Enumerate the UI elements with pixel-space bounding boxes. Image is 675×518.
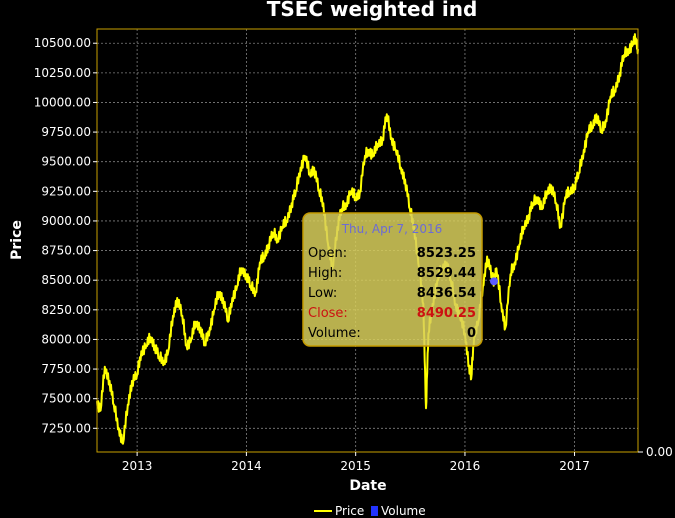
tooltip-high-value: 8529.44 bbox=[417, 266, 476, 281]
series-layer bbox=[96, 33, 639, 445]
tooltip: Thu, Apr 7, 2016 Open: 8523.25 High: 852… bbox=[302, 212, 483, 347]
tooltip-open-value: 8523.25 bbox=[417, 246, 476, 261]
tooltip-box bbox=[302, 212, 483, 347]
y-tick-label: 7750.00 bbox=[41, 362, 91, 376]
secondary-axis-tick-label: 0.00 bbox=[646, 445, 673, 459]
x-tick-label: 2017 bbox=[559, 459, 590, 473]
tooltip-close-value: 8490.25 bbox=[417, 306, 476, 321]
grid bbox=[97, 29, 638, 452]
tooltip-date: Thu, Apr 7, 2016 bbox=[341, 222, 443, 236]
legend-volume-swatch bbox=[371, 506, 378, 516]
y-tick-label: 7250.00 bbox=[41, 421, 91, 435]
y-tick-label: 10500.00 bbox=[34, 36, 91, 50]
y-tick-label: 9750.00 bbox=[41, 125, 91, 139]
tooltip-open-label: Open: bbox=[308, 246, 347, 261]
legend: Price Volume bbox=[314, 504, 426, 518]
legend-price-label: Price bbox=[335, 504, 364, 518]
y-axis-title: Price bbox=[9, 220, 25, 260]
tooltip-low-label: Low: bbox=[308, 286, 337, 301]
tooltip-volume-value: 0 bbox=[467, 326, 476, 341]
x-tick-label: 2015 bbox=[340, 459, 371, 473]
y-tick-label: 8250.00 bbox=[41, 303, 91, 317]
tooltip-low-value: 8436.54 bbox=[417, 286, 476, 301]
y-tick-label: 9000.00 bbox=[41, 214, 91, 228]
y-tick-label: 10250.00 bbox=[34, 66, 91, 80]
x-tick-label: 2016 bbox=[450, 459, 481, 473]
y-tick-label: 8500.00 bbox=[41, 273, 91, 287]
y-tick-label: 9250.00 bbox=[41, 184, 91, 198]
x-tick-label: 2014 bbox=[231, 459, 262, 473]
tooltip-volume-label: Volume: bbox=[308, 326, 361, 341]
crosshair-point bbox=[489, 277, 498, 286]
x-axis-title: Date bbox=[349, 478, 386, 494]
tooltip-high-label: High: bbox=[308, 266, 342, 281]
y-tick-label: 9500.00 bbox=[41, 155, 91, 169]
plot-frame bbox=[96, 28, 639, 453]
chart-title: TSEC weighted ind bbox=[267, 0, 478, 21]
price-series-line bbox=[96, 33, 639, 445]
legend-volume-label: Volume bbox=[381, 504, 426, 518]
tooltip-close-label: Close: bbox=[308, 306, 348, 321]
x-axis: 2013 2014 2015 2016 2017 bbox=[122, 452, 590, 473]
x-tick-label: 2013 bbox=[122, 459, 153, 473]
y-tick-label: 8000.00 bbox=[41, 332, 91, 346]
y-tick-label: 7500.00 bbox=[41, 392, 91, 406]
y-tick-label: 10000.00 bbox=[34, 95, 91, 109]
y-tick-label: 8750.00 bbox=[41, 244, 91, 258]
y-axis: 7250.00 7500.00 7750.00 8000.00 8250.00 8500.… bbox=[34, 36, 97, 435]
